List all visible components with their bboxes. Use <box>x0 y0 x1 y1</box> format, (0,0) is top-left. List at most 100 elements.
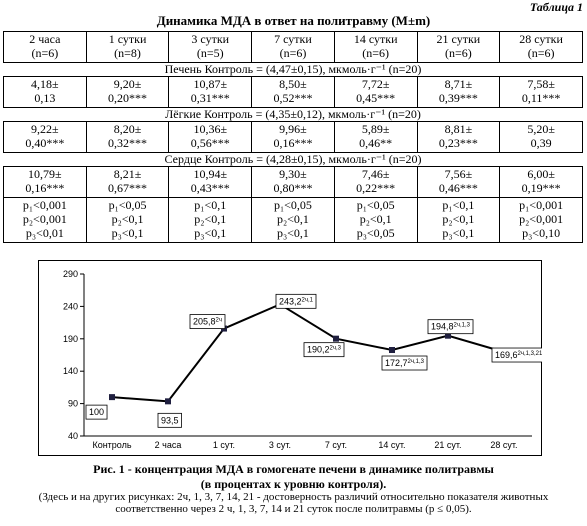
row: 10,79± 0,16*** 8,21± 0,67*** 10,94± 0,43*** 9,… <box>3 166 583 198</box>
cell-line: (n=6) <box>362 46 390 60</box>
data-label: 190,22ч,3 <box>303 342 345 358</box>
data-cell: 7,72± 0,45*** <box>333 76 418 108</box>
cell-line: p₁<0,1 <box>442 198 475 212</box>
cell-line: p₁<0,001 <box>519 198 564 212</box>
cell-line: (n=6) <box>279 46 307 60</box>
cell-line: 7 сутки <box>274 32 312 46</box>
data-label: 169,62ч,1,3,21 <box>491 347 542 363</box>
data-cell: 8,81± 0,23*** <box>416 121 501 153</box>
value-label-note: 2ч,1,3,21 <box>518 351 542 357</box>
data-label: 100 <box>85 404 108 420</box>
cell-line: 9,96± <box>279 122 307 136</box>
cell-line: 28 сутки <box>519 32 563 46</box>
cell-line: 0,39 <box>530 136 552 150</box>
cell-line: 0,45*** <box>356 91 396 105</box>
caption-note: (Здесь и на других рисунках: 2ч, 1, 3, 7… <box>38 491 549 515</box>
data-cell: 9,96± 0,16*** <box>251 121 335 153</box>
caption-subtitle: (в процентах к уровню контроля). <box>200 477 387 491</box>
cell-line: 0,11*** <box>521 91 561 105</box>
cell-line: 10,36± <box>193 122 228 136</box>
section-title: Печень Контроль = (4,47±0,15), мкмоль·г⁻… <box>3 62 583 77</box>
marker <box>333 335 339 342</box>
cell-line: 0,43*** <box>190 181 230 195</box>
cell-line: 8,21± <box>113 167 142 181</box>
data-cell: 8,20± 0,32*** <box>85 121 170 153</box>
cell-line: p₁<0,001 <box>22 198 67 212</box>
value-label-text: 93,5 <box>161 415 179 425</box>
cell-line: 0,80*** <box>273 181 313 195</box>
cell-line: (n=8) <box>114 46 141 60</box>
data-cell: 7,56± 0,46*** <box>416 166 501 198</box>
data-cell: 10,36± 0,56*** <box>168 121 253 153</box>
value-label: 243,22ч,1 <box>279 296 314 306</box>
value-label-text: 205,8 <box>193 317 216 327</box>
cell-line: 3 сутки <box>191 32 230 46</box>
cell-line: 6,00± <box>527 167 555 181</box>
value-label-text: 243,2 <box>279 296 302 306</box>
label-box <box>157 412 182 428</box>
value-label: 172,72ч,1,3 <box>385 358 425 368</box>
section-title: Лёгкие Контроль = (4,35±0,12), мкмоль·г⁻… <box>3 107 583 122</box>
cell-line: (n=5) <box>196 46 224 60</box>
y-tick-label: 290 <box>63 269 78 279</box>
data-label: 205,82ч <box>189 314 226 329</box>
cell-line: 0,56*** <box>190 136 230 150</box>
value-label-text: 100 <box>89 407 104 417</box>
cell-line: 0,13 <box>34 91 56 105</box>
y-tick-label: 90 <box>68 399 78 409</box>
data-cell: 7,46± 0,22*** <box>333 166 418 198</box>
value-label-note: 2ч <box>216 318 222 324</box>
cell-line: 8,50± <box>279 77 307 91</box>
data-cell: 5,20± 0,39 <box>499 121 583 153</box>
value-label-note: 2ч,1 <box>302 297 314 303</box>
value-label-text: 194,8 <box>431 322 454 332</box>
label-box <box>85 404 108 420</box>
header-cell: 1 сутки (n=8) <box>85 31 170 63</box>
cell-line: 0,22*** <box>356 181 396 195</box>
data-cell: 8,21± 0,67*** <box>85 166 170 198</box>
cell-line: p₃<0,01 <box>25 226 64 240</box>
data-cell: 7,58± 0,11*** <box>499 76 583 108</box>
caption-title: Рис. 1 - концентрация МДА в гомогенате п… <box>93 462 494 476</box>
row: 4,18± 0,13 9,20± 0,20*** 10,87± 0,31*** 8,50± 0… <box>3 76 583 108</box>
x-tick-label: 28 сут. <box>490 440 517 450</box>
cell-line: 0,39*** <box>438 91 478 105</box>
marker <box>389 347 395 354</box>
table-title: Динамика МДА в ответ на политравму (M±m) <box>156 13 431 28</box>
cell-line: 10,87± <box>193 77 228 91</box>
cell-line: 0,46*** <box>438 181 478 195</box>
p-cell: p₁<0,1 p₂<0,1 p₃<0,1 <box>168 197 253 243</box>
data-cell: 10,79± 0,16*** <box>3 166 87 198</box>
p-cell: p₁<0,05 p₂<0,1 p₃<0,1 <box>251 197 335 243</box>
p-cell: p₁<0,001 p₂<0,001 p₃<0,01 <box>3 197 87 243</box>
cell-line: 8,81± <box>444 122 473 136</box>
cell-line: 0,52*** <box>273 91 313 105</box>
y-tick-label: 140 <box>63 366 78 376</box>
cell-line: 0,67*** <box>108 181 148 195</box>
cell-line: (n=6) <box>31 46 59 60</box>
label-box <box>275 293 317 309</box>
cell-line: 14 сутки <box>353 32 398 46</box>
value-label-text: 169,6 <box>495 350 518 360</box>
cell-line: 5,89± <box>361 122 390 136</box>
marker <box>109 394 115 401</box>
header-cell: 2 часа (n=6) <box>3 31 87 63</box>
table-label: Таблица 1 <box>529 0 583 14</box>
x-tick-label: 7 сут. <box>325 440 347 450</box>
value-label: 205,82ч <box>193 317 222 327</box>
line <box>111 303 505 403</box>
cell-line: p₂<0,1 <box>111 212 144 226</box>
cell-line: 1 сутки <box>108 32 147 46</box>
cell-line: p₃<0,1 <box>111 226 144 240</box>
cell-line: p₁<0,05 <box>356 198 395 212</box>
y-tick-label: 240 <box>63 301 78 311</box>
cell-line: 7,56± <box>444 167 473 181</box>
cell-line: p₃<0,05 <box>356 226 395 240</box>
cell-line: 7,58± <box>527 77 555 91</box>
p-cell: p₁<0,05 p₂<0,1 p₃<0,1 <box>85 197 170 243</box>
x-tick-label: 1 сут. <box>213 440 235 450</box>
x-tick-label: 3 сут. <box>269 440 291 450</box>
y-tick-label: 40 <box>68 431 78 441</box>
cell-line: (n=6) <box>527 46 555 60</box>
